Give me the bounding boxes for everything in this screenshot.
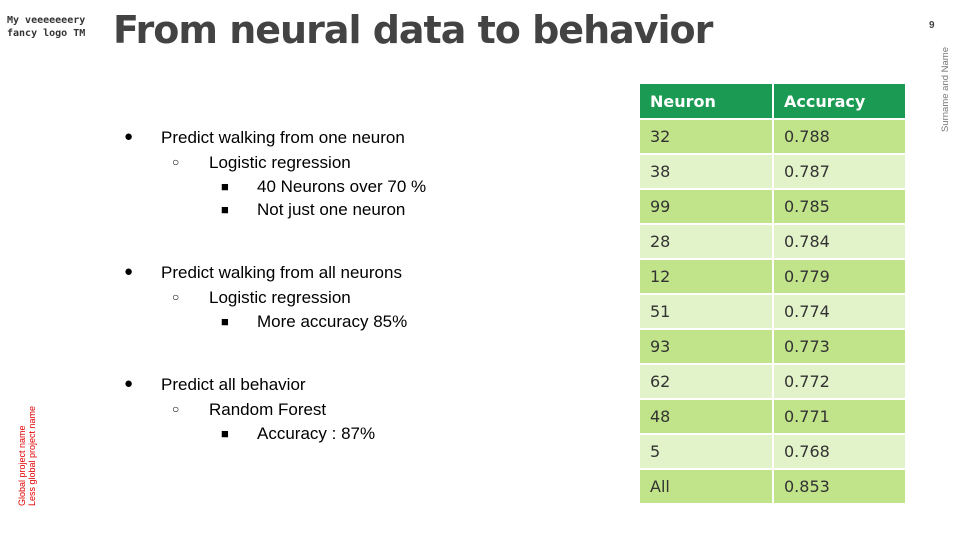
logo: My veeeeeeery fancy logo TM — [7, 14, 85, 40]
project-name-secondary: Less global project name — [27, 405, 37, 506]
column-header-accuracy: Accuracy — [772, 82, 907, 120]
accuracy-cell: 0.774 — [772, 293, 907, 330]
bullet-item: More accuracy 85% — [257, 312, 408, 331]
neuron-cell: 12 — [638, 258, 774, 295]
neuron-cell: 48 — [638, 398, 774, 435]
table-row-total: All 0.853 — [638, 468, 907, 505]
bullet-item: Predict walking from all neurons — [161, 263, 402, 282]
table-row: 12 0.779 — [638, 258, 907, 295]
bullet-marker: ● — [124, 263, 134, 280]
bullet-marker: ● — [124, 128, 134, 145]
accuracy-cell: 0.773 — [772, 328, 907, 365]
bullet-marker: ○ — [172, 290, 180, 304]
bullet-item: Logistic regression — [209, 153, 351, 172]
table-header-row: Neuron Accuracy — [638, 82, 907, 120]
bullet-marker: ○ — [172, 402, 180, 416]
column-header-neuron: Neuron — [638, 82, 774, 120]
bullet-item: Predict walking from one neuron — [161, 128, 405, 147]
accuracy-table: Neuron Accuracy 32 0.788 38 0.787 99 0.785 … — [638, 82, 907, 505]
neuron-cell: 28 — [638, 223, 774, 260]
accuracy-cell: 0.772 — [772, 363, 907, 400]
accuracy-cell: 0.771 — [772, 398, 907, 435]
accuracy-cell: 0.768 — [772, 433, 907, 470]
logo-line-2: fancy logo TM — [7, 28, 86, 39]
project-labels: Global project name Less global project … — [17, 406, 37, 506]
page-number: 9 — [929, 20, 935, 31]
table-row: 93 0.773 — [638, 328, 907, 365]
slide-title: From neural data to behavior — [113, 8, 713, 52]
neuron-cell: 5 — [638, 433, 774, 470]
table-row: 62 0.772 — [638, 363, 907, 400]
accuracy-cell: 0.784 — [772, 223, 907, 260]
bullet-marker: ○ — [172, 155, 180, 169]
accuracy-cell: 0.785 — [772, 188, 907, 225]
accuracy-cell: 0.788 — [772, 118, 907, 155]
bullet-item: Predict all behavior — [161, 375, 306, 394]
accuracy-cell: 0.779 — [772, 258, 907, 295]
table-row: 38 0.787 — [638, 153, 907, 190]
author-name: Surname and Name — [940, 47, 951, 133]
neuron-cell: 99 — [638, 188, 774, 225]
project-name: Global project name — [17, 425, 27, 506]
table-row: 5 0.768 — [638, 433, 907, 470]
table-row: 48 0.771 — [638, 398, 907, 435]
bullet-item: Logistic regression — [209, 288, 351, 307]
neuron-cell: 32 — [638, 118, 774, 155]
neuron-cell: 51 — [638, 293, 774, 330]
table-row: 99 0.785 — [638, 188, 907, 225]
bullet-marker: ■ — [221, 202, 229, 217]
neuron-cell: 93 — [638, 328, 774, 365]
table-row: 28 0.784 — [638, 223, 907, 260]
table-row: 51 0.774 — [638, 293, 907, 330]
bullet-marker: ■ — [221, 426, 229, 441]
neuron-cell: 62 — [638, 363, 774, 400]
logo-line-1: My veeeeeeery — [7, 15, 86, 26]
bullet-marker: ■ — [221, 314, 229, 329]
bullet-item: Random Forest — [209, 400, 327, 419]
bullet-item: Accuracy : 87% — [257, 424, 376, 443]
accuracy-cell: 0.853 — [772, 468, 907, 505]
accuracy-cell: 0.787 — [772, 153, 907, 190]
bullet-item: 40 Neurons over 70 % — [257, 177, 427, 196]
neuron-cell: All — [638, 468, 774, 505]
table-row: 32 0.788 — [638, 118, 907, 155]
neuron-cell: 38 — [638, 153, 774, 190]
bullet-marker: ● — [124, 375, 134, 392]
bullet-marker: ■ — [221, 179, 229, 194]
bullet-item: Not just one neuron — [257, 200, 406, 219]
